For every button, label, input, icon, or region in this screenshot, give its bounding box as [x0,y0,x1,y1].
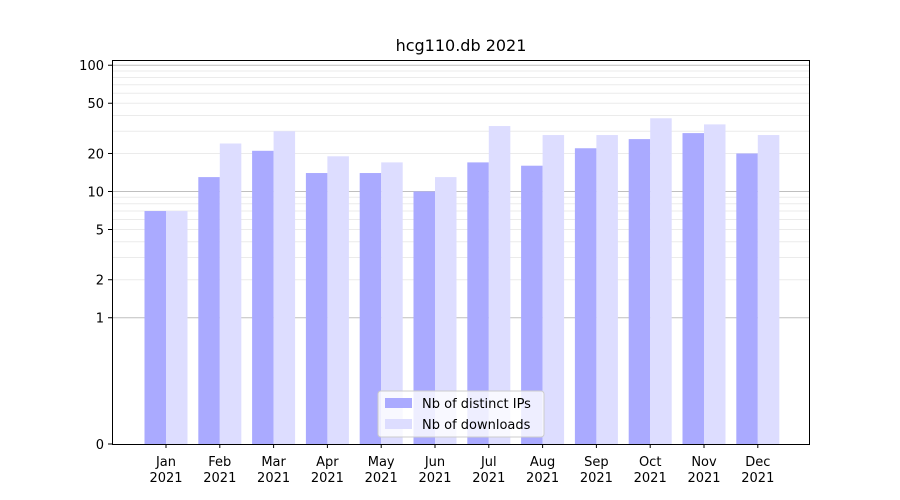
legend-swatch-downloads [385,419,412,429]
bar-downloads [757,135,780,444]
bar-distinct-ips [574,148,597,444]
x-tick-label-month: Jan [155,455,176,470]
bar-downloads [327,156,349,444]
x-tick-label-month: Sep [584,455,609,470]
x-tick-label-month: May [368,455,395,470]
bar-distinct-ips [467,162,489,444]
y-tick-label: 5 [96,223,104,238]
bar-distinct-ips [682,133,704,445]
y-tick-label: 10 [87,185,104,200]
y-tick-label: 100 [79,59,104,74]
bar-downloads [542,135,565,444]
bar-downloads [273,131,296,444]
x-tick-label-month: Mar [261,455,286,470]
y-tick-label: 1 [96,312,104,327]
x-tick-label-year: 2021 [257,471,290,486]
x-axis: Jan2021Feb2021Mar2021Apr2021May2021Jun20… [149,444,774,486]
x-tick-label-year: 2021 [418,471,451,486]
bar-distinct-ips [736,153,758,444]
x-tick-label-month: Nov [691,455,717,470]
bar-distinct-ips [628,139,651,444]
x-tick-label-year: 2021 [687,471,720,486]
x-tick-label-year: 2021 [580,471,613,486]
legend-label-downloads: Nb of downloads [422,418,531,433]
x-tick-label-month: Jul [480,455,497,470]
bar-downloads [650,118,672,445]
x-tick-label-month: Oct [639,455,661,470]
bar-downloads [488,126,511,444]
y-tick-label: 50 [87,97,104,112]
bar-distinct-ips [252,150,274,444]
bar-distinct-ips [359,173,382,444]
bar-distinct-ips [198,177,220,445]
bar-downloads [704,124,726,444]
chart-title: hcg110.db 2021 [396,36,527,55]
x-tick-label-month: Feb [208,455,231,470]
x-tick-label-year: 2021 [203,471,236,486]
y-tick-label: 0 [96,438,104,453]
x-tick-label-month: Dec [745,455,770,470]
x-tick-label-year: 2021 [149,471,182,486]
bar-downloads [435,177,457,445]
bar-distinct-ips [413,191,435,444]
bars [144,118,780,445]
y-tick-label: 2 [96,274,104,289]
x-tick-label-year: 2021 [472,471,505,486]
x-tick-label-month: Aug [530,455,555,470]
legend-label-ips: Nb of distinct IPs [422,397,531,412]
plot-frame [112,60,810,445]
x-tick-label-year: 2021 [741,471,774,486]
y-tick-label: 20 [87,147,104,162]
bar-downloads [219,143,242,444]
bar-distinct-ips [144,211,166,444]
bar-downloads [596,135,618,444]
bar-downloads [381,162,403,444]
x-tick-label-year: 2021 [526,471,559,486]
legend-swatch-ips [385,398,412,408]
legend: Nb of distinct IPs Nb of downloads [377,390,545,438]
x-tick-label-year: 2021 [311,471,344,486]
y-axis: 0 1 2 5 10 20 50 100 [79,59,112,453]
x-tick-label-year: 2021 [365,471,398,486]
x-tick-label-month: Apr [316,455,339,470]
x-tick-label-year: 2021 [634,471,667,486]
legend-box [377,390,545,438]
bar-downloads [166,211,188,444]
bar-distinct-ips [521,165,543,444]
bar-distinct-ips [305,173,328,444]
x-tick-label-month: Jun [424,455,445,470]
